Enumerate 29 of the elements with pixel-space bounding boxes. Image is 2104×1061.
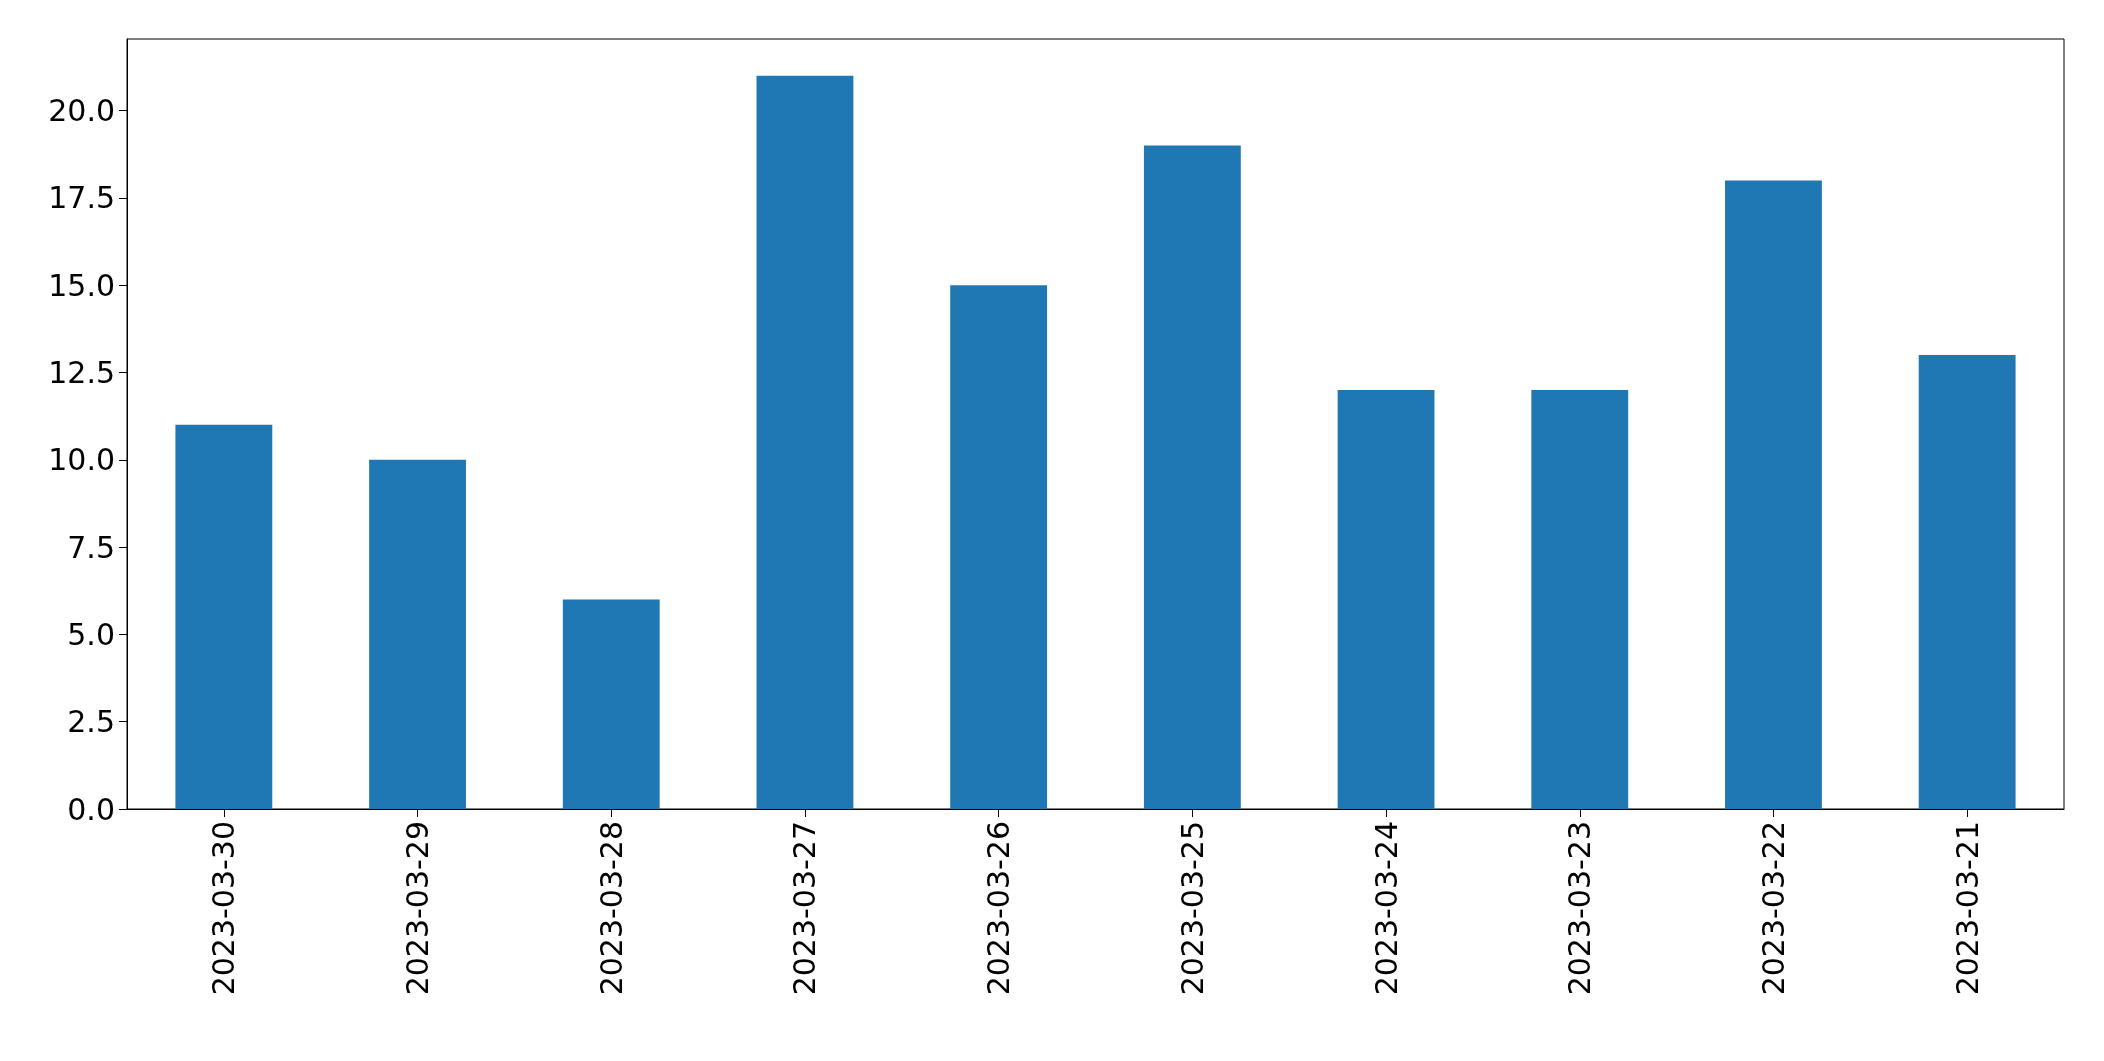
bar — [1918, 355, 2016, 809]
x-tick-label: 2023-03-23 — [1562, 821, 1598, 996]
y-tick-label: 20.0 — [48, 93, 115, 129]
bar — [1725, 180, 1822, 809]
y-tick-label: 5.0 — [67, 616, 115, 652]
x-tick-label: 2023-03-25 — [1174, 821, 1210, 996]
y-tick-label: 7.5 — [67, 529, 115, 565]
bar — [369, 459, 466, 809]
x-tick-label: 2023-03-30 — [206, 821, 242, 996]
bar — [175, 424, 273, 809]
bar — [1337, 389, 1435, 809]
y-tick-label: 12.5 — [48, 354, 115, 390]
y-tick-label: 10.0 — [48, 442, 115, 478]
x-tick-label: 2023-03-24 — [1368, 821, 1404, 996]
bar — [1531, 389, 1629, 809]
bar — [756, 75, 854, 809]
bar — [950, 285, 1048, 809]
bar — [1143, 145, 1241, 809]
y-tick-label: 0.0 — [67, 791, 115, 827]
x-tick-label: 2023-03-27 — [787, 821, 823, 996]
bar — [562, 599, 660, 809]
y-tick-label: 2.5 — [67, 704, 115, 740]
x-tick-label: 2023-03-28 — [593, 821, 629, 996]
x-tick-label: 2023-03-21 — [1949, 821, 1985, 996]
x-tick-label: 2023-03-22 — [1755, 821, 1791, 996]
y-tick-label: 15.0 — [48, 267, 115, 303]
x-tick-label: 2023-03-29 — [400, 821, 436, 996]
x-tick-label: 2023-03-26 — [981, 821, 1017, 996]
y-tick-label: 17.5 — [48, 180, 115, 216]
